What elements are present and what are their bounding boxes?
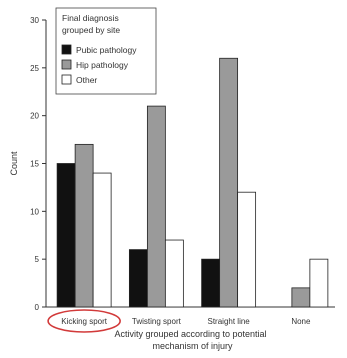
bar-pubic-pathology-kicking-sport bbox=[56, 163, 76, 308]
bar-pubic-pathology-straight-line bbox=[201, 258, 221, 308]
y-tick-label: 25 bbox=[30, 64, 39, 73]
x-category-label: None bbox=[291, 317, 311, 326]
category-labels: Kicking sport Twisting sport Straight line… bbox=[61, 317, 311, 326]
y-tick-label: 20 bbox=[30, 112, 39, 121]
x-category-label: Straight line bbox=[208, 317, 251, 326]
legend: Final diagnosis grouped by site Pubic pa… bbox=[55, 7, 157, 95]
bar-pubic-pathology-twisting-sport bbox=[128, 249, 148, 308]
x-axis-title-line-1: Activity grouped according to potential bbox=[114, 329, 266, 339]
bar-other-none bbox=[309, 258, 329, 308]
y-tick-label: 15 bbox=[30, 160, 39, 169]
legend-box bbox=[55, 7, 157, 95]
legend-entry-label: Pubic pathology bbox=[76, 45, 137, 55]
y-tick-label: 0 bbox=[35, 303, 40, 312]
bar-hip-pathology-twisting-sport bbox=[146, 105, 166, 308]
bars bbox=[56, 57, 329, 308]
bar-other-twisting-sport bbox=[164, 239, 184, 308]
legend-swatch-pubic-pathology bbox=[61, 44, 72, 55]
legend-title-line-1: Final diagnosis bbox=[62, 13, 119, 23]
y-tick-label: 10 bbox=[30, 207, 39, 216]
legend-swatch-hip-pathology bbox=[61, 59, 72, 70]
x-category-label: Twisting sport bbox=[132, 317, 182, 326]
y-tick-label: 30 bbox=[30, 16, 39, 25]
legend-entry-label: Other bbox=[76, 75, 97, 85]
bar-hip-pathology-none bbox=[291, 287, 311, 308]
legend-entry-label: Hip pathology bbox=[76, 60, 129, 70]
x-axis-title-line-2: mechanism of injury bbox=[152, 341, 233, 351]
kicking-sport-highlight-ellipse bbox=[47, 309, 121, 333]
legend-title-line-2: grouped by site bbox=[62, 25, 120, 35]
x-category-label: Kicking sport bbox=[61, 317, 108, 326]
legend-swatch-other bbox=[61, 74, 72, 85]
y-axis-title: Count bbox=[9, 151, 19, 176]
bar-other-straight-line bbox=[237, 191, 257, 308]
bar-hip-pathology-kicking-sport bbox=[74, 143, 94, 308]
bar-other-kicking-sport bbox=[92, 172, 112, 308]
y-tick-label: 5 bbox=[35, 255, 40, 264]
bar-hip-pathology-straight-line bbox=[219, 57, 239, 308]
